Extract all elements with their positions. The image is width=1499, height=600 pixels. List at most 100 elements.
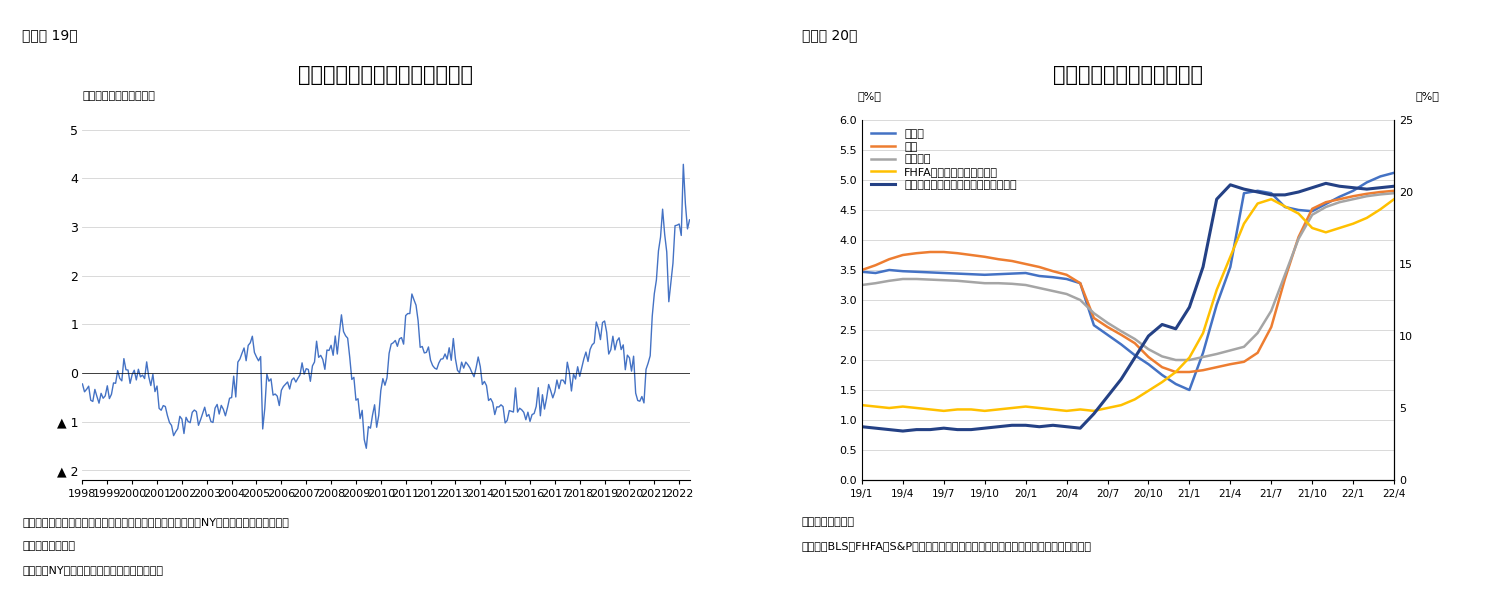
ケース・シラー住宅価格指数（右軸） bbox=[1222, 181, 1240, 188]
帰属家賃 bbox=[1003, 280, 1021, 287]
ケース・シラー住宅価格指数（右軸） bbox=[1331, 182, 1349, 190]
家賃 bbox=[866, 262, 884, 269]
ケース・シラー住宅価格指数（右軸） bbox=[1099, 393, 1117, 400]
住居費 bbox=[976, 271, 994, 278]
帰属家賃 bbox=[1030, 284, 1048, 292]
家賃 bbox=[1112, 331, 1130, 338]
FHFA住宅価格指数（右軸） bbox=[1276, 203, 1294, 210]
FHFA住宅価格指数（右軸） bbox=[1030, 404, 1048, 412]
帰属家賃 bbox=[880, 277, 898, 284]
家賃 bbox=[935, 248, 953, 256]
帰属家賃 bbox=[853, 281, 871, 289]
ケース・シラー住宅価格指数（右軸） bbox=[1372, 184, 1390, 191]
帰属家賃 bbox=[1289, 235, 1307, 242]
FHFA住宅価格指数（右軸） bbox=[1139, 387, 1157, 394]
FHFA住宅価格指数（右軸） bbox=[1180, 354, 1198, 361]
FHFA住宅価格指数（右軸） bbox=[976, 407, 994, 415]
FHFA住宅価格指数（右軸） bbox=[1166, 368, 1184, 376]
住居費 bbox=[1235, 190, 1253, 197]
Text: （平均からの標準偏差）: （平均からの標準偏差） bbox=[82, 91, 156, 101]
Text: 住居費および住宅価格指数: 住居費および住宅価格指数 bbox=[1052, 65, 1204, 85]
家賃 bbox=[1276, 275, 1294, 283]
帰属家賃 bbox=[1153, 353, 1171, 360]
帰属家賃 bbox=[1276, 271, 1294, 278]
ケース・シラー住宅価格指数（右軸） bbox=[1358, 185, 1376, 193]
家賃 bbox=[1043, 268, 1061, 275]
FHFA住宅価格指数（右軸） bbox=[1316, 229, 1334, 236]
帰属家賃 bbox=[1345, 196, 1363, 203]
住居費 bbox=[1139, 361, 1157, 368]
Text: （注）世界の輸送コストおよび購買担当者景気指数などからNY連銀が推計した供給制約: （注）世界の輸送コストおよび購買担当者景気指数などからNY連銀が推計した供給制約 bbox=[22, 517, 289, 527]
FHFA住宅価格指数（右軸） bbox=[893, 403, 911, 410]
住居費 bbox=[1153, 371, 1171, 379]
Text: （注）前年同月比: （注）前年同月比 bbox=[802, 517, 854, 527]
住居費 bbox=[1276, 203, 1294, 211]
Text: （図表 19）: （図表 19） bbox=[22, 28, 78, 42]
家賃 bbox=[1180, 368, 1198, 376]
ケース・シラー住宅価格指数（右軸） bbox=[1180, 304, 1198, 311]
家賃 bbox=[1372, 188, 1390, 196]
住居費 bbox=[1316, 200, 1334, 208]
帰属家賃 bbox=[989, 280, 1007, 287]
ケース・シラー住宅価格指数（右軸） bbox=[1085, 410, 1103, 418]
FHFA住宅価格指数（右軸） bbox=[1126, 396, 1144, 403]
家賃 bbox=[853, 266, 871, 274]
住居費 bbox=[1289, 206, 1307, 214]
帰属家賃 bbox=[1358, 193, 1376, 200]
住居費 bbox=[880, 266, 898, 274]
ケース・シラー住宅価格指数（右軸） bbox=[1126, 354, 1144, 361]
家賃 bbox=[1385, 187, 1403, 194]
帰属家賃 bbox=[1085, 310, 1103, 317]
家賃 bbox=[1166, 368, 1184, 376]
FHFA住宅価格指数（右軸） bbox=[1072, 406, 1090, 413]
帰属家賃 bbox=[949, 277, 967, 284]
住居費 bbox=[1016, 269, 1034, 277]
住居費 bbox=[962, 271, 980, 278]
FHFA住宅価格指数（右軸） bbox=[1112, 401, 1130, 409]
Line: 帰属家賃: 帰属家賃 bbox=[862, 193, 1394, 360]
ケース・シラー住宅価格指数（右軸） bbox=[1043, 422, 1061, 429]
FHFA住宅価格指数（右軸） bbox=[1153, 379, 1171, 386]
FHFA住宅価格指数（右軸） bbox=[1003, 404, 1021, 412]
FHFA住宅価格指数（右軸） bbox=[1303, 224, 1321, 232]
住居費 bbox=[1385, 169, 1403, 176]
住居費 bbox=[1208, 301, 1226, 308]
家賃 bbox=[1222, 361, 1240, 368]
FHFA住宅価格指数（右軸） bbox=[853, 401, 871, 409]
ケース・シラー住宅価格指数（右軸） bbox=[1289, 188, 1307, 196]
ケース・シラー住宅価格指数（右軸） bbox=[962, 426, 980, 433]
FHFA住宅価格指数（右軸） bbox=[949, 406, 967, 413]
帰属家賃 bbox=[962, 278, 980, 286]
帰属家賃 bbox=[1139, 346, 1157, 353]
ケース・シラー住宅価格指数（右軸） bbox=[1166, 325, 1184, 332]
Text: （図表 20）: （図表 20） bbox=[802, 28, 857, 42]
FHFA住宅価格指数（右軸） bbox=[962, 406, 980, 413]
FHFA住宅価格指数（右軸） bbox=[1085, 407, 1103, 415]
ケース・シラー住宅価格指数（右軸） bbox=[1303, 184, 1321, 191]
Text: （%）: （%） bbox=[1415, 91, 1439, 101]
ケース・シラー住宅価格指数（右軸） bbox=[1016, 422, 1034, 429]
住居費 bbox=[1003, 270, 1021, 277]
FHFA住宅価格指数（右軸） bbox=[1222, 253, 1240, 260]
住居費 bbox=[1099, 331, 1117, 338]
住居費 bbox=[1112, 341, 1130, 348]
帰属家賃 bbox=[1112, 328, 1130, 335]
ケース・シラー住宅価格指数（右軸） bbox=[922, 426, 940, 433]
FHFA住宅価格指数（右軸） bbox=[1358, 214, 1376, 221]
ケース・シラー住宅価格指数（右軸） bbox=[1235, 185, 1253, 193]
家賃 bbox=[1331, 196, 1349, 203]
家賃 bbox=[893, 251, 911, 259]
ケース・シラー住宅価格指数（右軸） bbox=[1385, 182, 1403, 190]
帰属家賃 bbox=[893, 275, 911, 283]
Text: （資料）BLS、FHFA、S&Pダウジョーンズ・インデックスよりニッセイ基礎研究所作成: （資料）BLS、FHFA、S&Pダウジョーンズ・インデックスよりニッセイ基礎研究… bbox=[802, 541, 1091, 551]
FHFA住宅価格指数（右軸） bbox=[1099, 404, 1117, 412]
住居費 bbox=[1195, 349, 1213, 356]
帰属家賃 bbox=[1331, 199, 1349, 206]
帰属家賃 bbox=[922, 276, 940, 283]
FHFA住宅価格指数（右軸） bbox=[1345, 220, 1363, 227]
住居費 bbox=[1222, 263, 1240, 271]
帰属家賃 bbox=[1166, 356, 1184, 364]
FHFA住宅価格指数（右軸） bbox=[907, 404, 925, 412]
家賃 bbox=[1249, 349, 1267, 356]
ケース・シラー住宅価格指数（右軸） bbox=[976, 425, 994, 432]
